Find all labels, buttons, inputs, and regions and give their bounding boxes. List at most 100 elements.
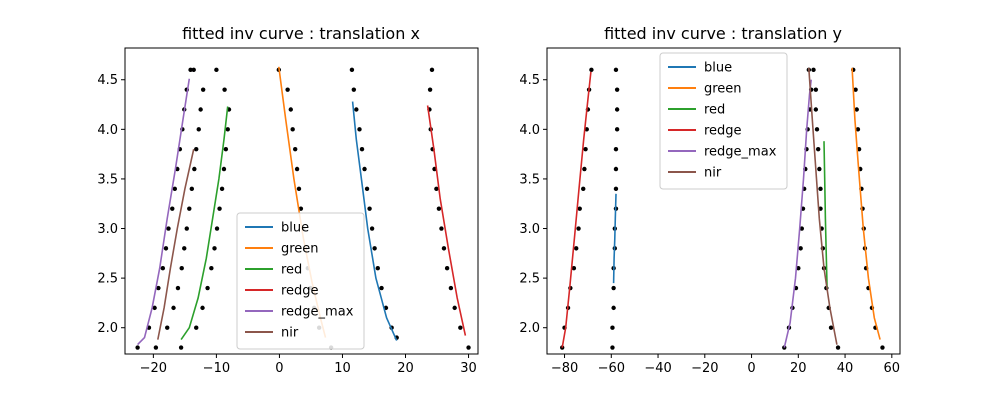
y-tick-label: 2.5 <box>97 272 118 287</box>
scatter-point <box>855 127 861 132</box>
scatter-point <box>292 146 298 152</box>
scatter-point <box>367 206 372 211</box>
scatter-point <box>811 67 816 73</box>
scatter-point <box>444 266 450 271</box>
scatter-point <box>156 285 161 291</box>
scatter-point <box>583 146 588 152</box>
scatter-point <box>571 266 577 271</box>
scatter-point <box>214 226 220 231</box>
y-tick-label: 3.5 <box>97 172 118 187</box>
legend-label-green: green <box>704 82 742 97</box>
x-tick-label: −20 <box>140 361 167 376</box>
series-line-redge_max <box>783 79 812 348</box>
scatter-point <box>212 246 217 251</box>
plot-frame <box>546 47 901 355</box>
scatter-point <box>225 127 230 132</box>
scatter-point <box>429 67 435 73</box>
scatter-point <box>817 166 822 172</box>
scatter-point <box>214 67 219 73</box>
scatter-point <box>294 166 300 172</box>
scatter-point <box>369 226 375 231</box>
x-tick-label: −10 <box>203 361 230 376</box>
scatter-point <box>153 345 159 350</box>
scatter-point <box>813 87 819 92</box>
x-tick-label: −60 <box>598 361 625 376</box>
scatter-point <box>188 67 193 73</box>
scatter-point <box>296 186 302 192</box>
scatter-point <box>589 67 594 73</box>
series-line-blue <box>351 101 398 341</box>
scatter-point <box>290 127 295 132</box>
x-tick-label: −40 <box>644 361 671 376</box>
y-tick-label: 2.0 <box>519 321 540 336</box>
series-line-green <box>851 67 881 340</box>
scatter-point <box>172 186 177 192</box>
scatter-point <box>152 305 157 311</box>
scatter-point <box>814 127 820 132</box>
legend-label-redge: redge <box>281 284 319 299</box>
series-line-nir <box>157 149 195 340</box>
scatter-point <box>818 186 823 192</box>
scatter-point <box>357 127 362 132</box>
scatter-point <box>854 107 859 112</box>
scatter-point <box>349 67 355 73</box>
scatter-point <box>194 146 199 152</box>
scatter-points <box>135 67 471 350</box>
scatter-point <box>191 67 196 73</box>
y-tick-label: 4.5 <box>519 73 540 88</box>
scatter-point <box>170 206 175 211</box>
plot-frame <box>124 47 479 355</box>
scatter-point <box>163 246 169 251</box>
scatter-point <box>439 226 444 231</box>
scatter-point <box>614 107 620 112</box>
scatter-point <box>194 325 199 330</box>
scatter-point <box>427 87 433 92</box>
scatter-point <box>221 166 227 172</box>
x-tick-label: 0 <box>275 361 283 376</box>
y-tick-label: 4.0 <box>97 123 118 138</box>
legend-label-redge_max: redge_max <box>281 305 354 320</box>
series-line-blue <box>612 193 617 284</box>
y-tick-label: 2.5 <box>519 272 540 287</box>
x-tick-label: 0 <box>747 361 755 376</box>
scatter-point <box>441 246 447 251</box>
scatter-point <box>362 166 367 172</box>
scatter-point <box>434 186 439 192</box>
scatter-point <box>577 206 582 211</box>
scatter-point <box>613 67 619 73</box>
scatter-point <box>288 107 293 112</box>
y-tick-label: 3.0 <box>97 222 118 237</box>
scatter-point <box>198 107 203 112</box>
scatter-point <box>179 266 184 271</box>
scatter-point <box>375 266 380 271</box>
scatter-point <box>285 87 290 92</box>
scatter-point <box>182 246 187 251</box>
x-tick-label: 60 <box>884 361 901 376</box>
scatter-point <box>187 206 192 211</box>
scatter-point <box>613 186 619 192</box>
scatter-point <box>364 186 370 192</box>
series-line-redge_max <box>137 78 191 346</box>
scatter-point <box>178 345 184 350</box>
scatter-point <box>581 186 586 192</box>
scatter-point <box>166 226 171 231</box>
x-tick-label: 20 <box>790 361 807 376</box>
series-line-redge <box>561 71 592 348</box>
scatter-point <box>223 146 229 152</box>
scatter-point <box>466 345 471 350</box>
scatter-point <box>192 166 197 172</box>
series-line-redge <box>426 105 467 336</box>
scatter-point <box>614 87 620 92</box>
chart-title: fitted inv curve : translation y <box>604 24 842 43</box>
scatter-point <box>354 107 359 112</box>
x-tick-label: 30 <box>460 361 477 376</box>
scatter-point <box>196 127 201 132</box>
scatter-point <box>576 226 581 231</box>
scatter-point <box>209 266 214 271</box>
scatter-point <box>175 285 181 291</box>
series-line-red <box>180 106 229 341</box>
legend-label-red: red <box>281 263 302 278</box>
scatter-point <box>813 107 819 112</box>
chart-translation-y: fitted inv curve : translation y −80 −60 −… <box>519 24 901 376</box>
